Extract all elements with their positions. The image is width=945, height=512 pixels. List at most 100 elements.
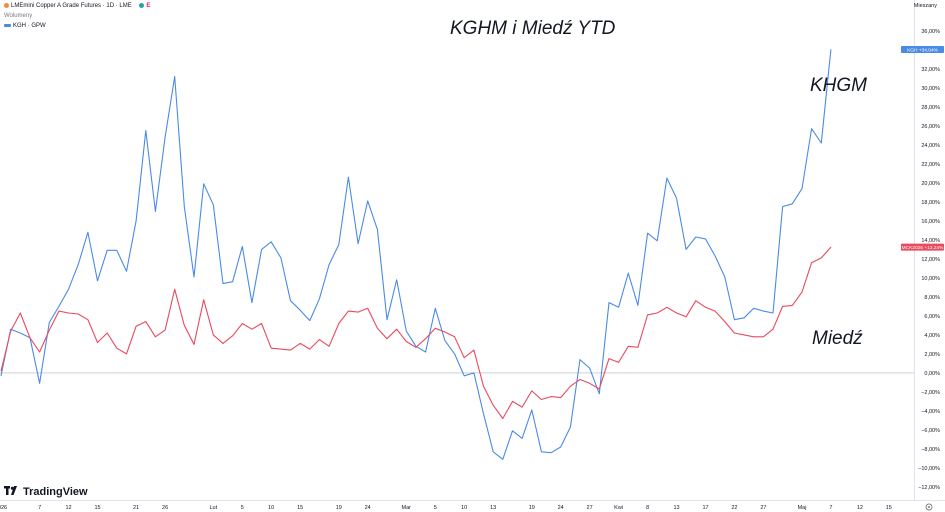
- data-point-mck2026: [222, 343, 224, 344]
- tradingview-logo-icon: [4, 486, 20, 498]
- data-point-mck2026: [155, 336, 156, 338]
- x-tick-label: 10: [268, 505, 274, 511]
- data-point-mck2026: [714, 310, 716, 312]
- y-tick-label: −8,00%: [921, 447, 940, 453]
- data-point-kgh: [135, 220, 137, 222]
- data-point-kgh: [618, 306, 619, 308]
- x-tick-label: 12: [65, 505, 71, 511]
- x-tick-label: 15: [94, 505, 100, 511]
- data-point-kgh: [309, 320, 311, 321]
- data-point-mck2026: [386, 338, 388, 340]
- data-point-kgh: [68, 288, 69, 290]
- data-point-kgh: [299, 309, 301, 311]
- chart-title: KGHM i Miedź YTD: [450, 18, 616, 39]
- price-scale[interactable]: 36,00%34,00%32,00%30,00%28,00%26,00%24,0…: [901, 0, 944, 501]
- y-tick-label: 26,00%: [921, 124, 940, 130]
- data-point-mck2026: [627, 345, 629, 347]
- data-point-mck2026: [724, 321, 726, 322]
- data-point-kgh: [695, 236, 697, 238]
- data-point-mck2026: [791, 305, 793, 306]
- y-tick-label: 30,00%: [921, 86, 940, 92]
- data-point-kgh: [0, 375, 2, 377]
- data-point-mck2026: [299, 343, 301, 344]
- data-point-kgh: [396, 279, 398, 281]
- data-point-mck2026: [618, 362, 619, 363]
- y-tick-label: 28,00%: [921, 105, 940, 111]
- data-point-mck2026: [753, 336, 755, 338]
- data-point-mck2026: [29, 337, 31, 339]
- tradingview-logo[interactable]: TradingView: [4, 486, 88, 498]
- data-point-mck2026: [415, 346, 417, 348]
- data-point-kgh: [434, 307, 436, 309]
- data-point-kgh: [647, 232, 648, 234]
- series-line-mck2026[interactable]: [0, 246, 832, 420]
- data-point-mck2026: [348, 310, 349, 312]
- last-value-text-kgh: KGH +34,04%: [907, 47, 939, 53]
- data-point-mck2026: [39, 351, 40, 353]
- y-tick-label: 8,00%: [924, 295, 940, 301]
- data-point-mck2026: [309, 348, 311, 350]
- x-tick-label: 17: [702, 505, 708, 511]
- data-point-kgh: [637, 305, 639, 306]
- y-tick-label: 20,00%: [921, 181, 940, 187]
- data-point-kgh: [579, 359, 581, 360]
- data-point-mck2026: [319, 339, 320, 340]
- data-point-kgh: [666, 177, 668, 179]
- data-point-mck2026: [212, 334, 214, 336]
- compare-legend[interactable]: KGH · GPW: [4, 23, 46, 29]
- y-tick-label: −4,00%: [921, 409, 940, 415]
- data-point-kgh: [801, 188, 803, 189]
- data-point-mck2026: [502, 418, 504, 419]
- data-point-kgh: [521, 438, 523, 439]
- data-point-mck2026: [116, 347, 118, 349]
- data-point-mck2026: [685, 316, 687, 318]
- data-point-kgh: [541, 451, 542, 453]
- scale-mode-label[interactable]: Mieszany: [913, 3, 937, 9]
- data-point-mck2026: [425, 338, 426, 340]
- data-point-mck2026: [126, 353, 127, 355]
- data-point-mck2026: [483, 385, 484, 387]
- tradingview-logo-text: TradingView: [23, 486, 88, 498]
- data-point-mck2026: [598, 388, 600, 390]
- data-point-mck2026: [434, 327, 436, 329]
- time-scale[interactable]: 2026 7 12 15 21 26 Lut 5 10 15 19 24 Mar 5 10 13 19 24 27 K…: [0, 500, 945, 512]
- data-point-kgh: [251, 302, 253, 303]
- y-tick-label: 2,00%: [924, 352, 940, 358]
- data-point-kgh: [444, 340, 446, 341]
- volume-label[interactable]: Wolumeny: [4, 13, 33, 19]
- data-point-kgh: [598, 393, 600, 395]
- data-point-mck2026: [405, 341, 407, 342]
- data-point-kgh: [58, 306, 60, 307]
- last-value-badge-kgh: KGH +34,04%: [901, 46, 944, 53]
- data-point-mck2026: [77, 313, 79, 315]
- x-tick-label: 5: [434, 505, 437, 511]
- data-point-mck2026: [164, 329, 166, 331]
- data-point-kgh: [328, 264, 330, 265]
- data-point-kgh: [386, 319, 388, 321]
- series-line-kgh[interactable]: [0, 49, 832, 460]
- data-point-mck2026: [820, 257, 822, 259]
- data-point-kgh: [627, 272, 629, 274]
- gear-icon[interactable]: [925, 503, 933, 511]
- data-point-mck2026: [521, 406, 523, 408]
- data-point-kgh: [425, 351, 426, 353]
- data-point-kgh: [77, 264, 79, 265]
- y-tick-label: 16,00%: [921, 219, 940, 225]
- y-tick-label: 12,00%: [921, 257, 940, 263]
- x-tick-label: 24: [558, 505, 564, 511]
- data-point-kgh: [377, 229, 378, 230]
- x-tick-label: Maj: [798, 505, 807, 511]
- x-tick-label: 24: [365, 505, 371, 511]
- data-point-mck2026: [512, 401, 513, 402]
- data-point-mck2026: [695, 300, 697, 302]
- data-point-mck2026: [444, 331, 446, 333]
- symbol-header[interactable]: LMEmini Copper A Grade Futures · 1D · LM…: [4, 3, 150, 9]
- data-point-kgh: [270, 241, 272, 243]
- x-tick-label: 7: [38, 505, 41, 511]
- y-tick-label: 4,00%: [924, 333, 940, 339]
- y-tick-label: 36,00%: [921, 29, 940, 35]
- data-point-mck2026: [19, 312, 21, 314]
- data-point-kgh: [492, 451, 494, 453]
- data-point-mck2026: [782, 306, 783, 307]
